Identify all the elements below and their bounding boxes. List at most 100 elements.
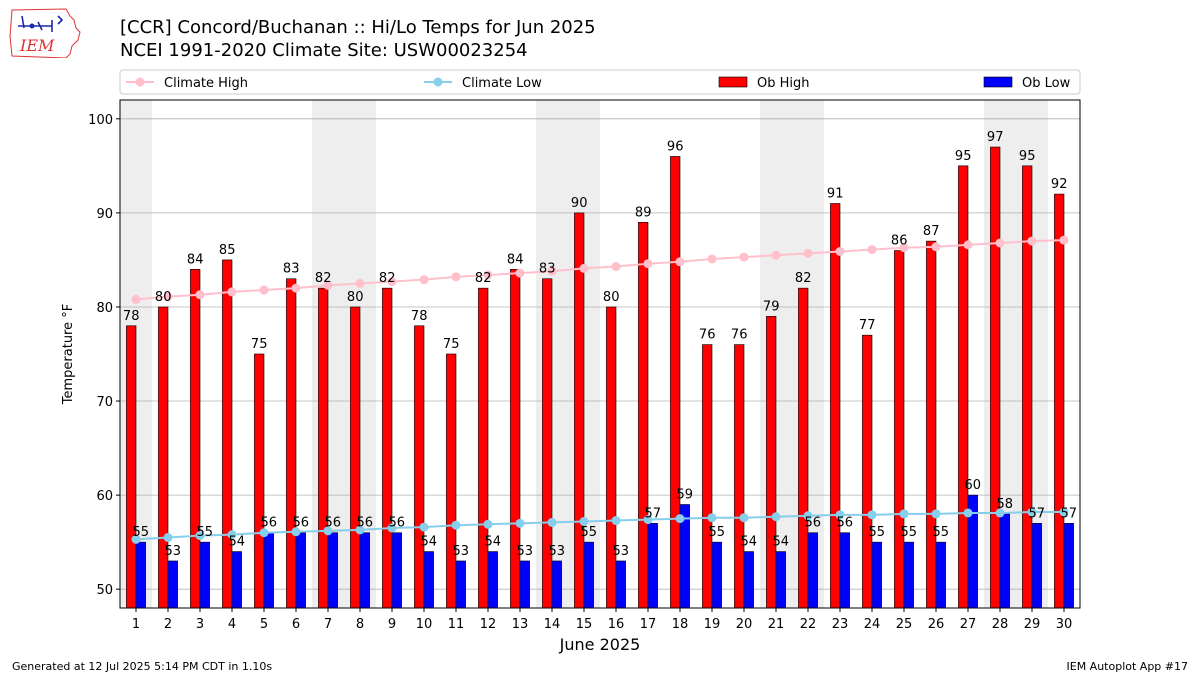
- ob-low-label: 56: [389, 516, 406, 531]
- climate-low-point: [995, 508, 1005, 518]
- y-tick-label: 50: [96, 583, 113, 598]
- x-tick-label: 16: [608, 617, 625, 632]
- x-tick-label: 21: [768, 617, 785, 632]
- ob-low-label: 56: [261, 516, 278, 531]
- ob-low-label: 53: [613, 544, 630, 559]
- ob-high-label: 84: [187, 252, 204, 267]
- x-tick-label: 9: [388, 617, 396, 632]
- x-tick-label: 8: [356, 617, 364, 632]
- ob-high-label: 95: [1019, 149, 1036, 164]
- y-tick-label: 60: [96, 489, 113, 504]
- ob-high-label: 84: [507, 252, 524, 267]
- ob-low-label: 53: [549, 544, 566, 559]
- ob-low-bar: [263, 532, 274, 609]
- climate-high-point: [803, 248, 813, 258]
- x-tick-label: 7: [324, 617, 332, 632]
- ob-high-label: 83: [539, 262, 556, 277]
- ob-high-label: 92: [1051, 177, 1068, 192]
- legend-ob-low-swatch: [983, 76, 1013, 88]
- ob-high-bar: [414, 325, 425, 609]
- climate-high-point: [451, 272, 461, 282]
- station-dot-icon: [29, 23, 35, 29]
- x-tick-label: 18: [672, 617, 689, 632]
- ob-low-label: 54: [773, 535, 790, 550]
- ob-high-label: 82: [475, 271, 492, 286]
- logo-text: IEM: [19, 36, 55, 55]
- ob-low-label: 53: [165, 544, 182, 559]
- climate-high-point: [771, 250, 781, 260]
- x-tick-label: 6: [292, 617, 300, 632]
- ob-low-label: 54: [421, 535, 438, 550]
- ob-low-bar: [615, 560, 626, 609]
- ob-high-label: 82: [795, 271, 812, 286]
- climate-low-point: [163, 532, 173, 542]
- ob-high-label: 75: [443, 337, 460, 352]
- climate-low-point: [931, 509, 941, 519]
- ob-high-label: 76: [699, 328, 716, 343]
- ob-low-bar: [359, 532, 370, 609]
- ob-high-bar: [894, 250, 905, 609]
- ob-low-bar: [199, 541, 210, 609]
- climate-high-point: [1059, 235, 1069, 245]
- x-tick-label: 17: [640, 617, 657, 632]
- x-tick-label: 11: [448, 617, 465, 632]
- ob-low-label: 54: [229, 535, 246, 550]
- ob-high-label: 82: [315, 271, 332, 286]
- legend-ob-high-label: Ob High: [757, 76, 810, 91]
- ob-high-bar: [286, 278, 297, 609]
- ob-high-bar: [478, 287, 489, 609]
- ob-low-label: 56: [837, 516, 854, 531]
- climate-low-point: [963, 508, 973, 518]
- chart-subtitle: NCEI 1991-2020 Climate Site: USW00023254: [120, 40, 528, 61]
- ob-high-label: 78: [411, 309, 428, 324]
- climate-high-point: [131, 294, 141, 304]
- climate-high-point: [227, 287, 237, 297]
- ob-high-bar: [702, 344, 713, 609]
- climate-high-point: [963, 240, 973, 250]
- ob-low-bar: [167, 560, 178, 609]
- climate-high-point: [707, 254, 717, 264]
- ob-low-label: 55: [133, 525, 150, 540]
- ob-low-bar: [295, 532, 306, 609]
- generated-text: Generated at 12 Jul 2025 5:14 PM CDT in …: [12, 660, 273, 673]
- ob-high-bar: [606, 306, 617, 609]
- climate-low-point: [899, 509, 909, 519]
- ob-high-bar: [254, 353, 265, 609]
- y-tick-label: 90: [96, 207, 113, 222]
- climate-high-point: [1027, 236, 1037, 246]
- ob-high-label: 80: [347, 290, 364, 305]
- ob-high-bar: [446, 353, 457, 609]
- iowa-outline-icon: [9, 8, 81, 58]
- x-tick-label: 2: [164, 617, 172, 632]
- climate-high-point: [643, 259, 653, 269]
- ob-high-label: 80: [603, 290, 620, 305]
- ob-low-label: 55: [197, 525, 214, 540]
- ob-low-bar: [391, 532, 402, 609]
- x-tick-label: 26: [928, 617, 945, 632]
- x-tick-label: 29: [1024, 617, 1041, 632]
- ob-high-bar: [990, 146, 1001, 609]
- ob-high-label: 89: [635, 205, 652, 220]
- climate-low-point: [835, 510, 845, 520]
- ob-low-label: 56: [325, 516, 342, 531]
- ob-low-label: 60: [965, 478, 982, 493]
- climate-low-point: [227, 530, 237, 540]
- ob-high-bar: [766, 316, 777, 609]
- climate-low-point: [643, 515, 653, 525]
- climate-low-point: [867, 510, 877, 520]
- y-tick-label: 100: [88, 113, 113, 128]
- x-tick-label: 10: [416, 617, 433, 632]
- climate-high-line: [135, 239, 1065, 301]
- climate-high-point: [419, 275, 429, 285]
- plot-frame: [119, 99, 1081, 609]
- climate-low-point: [483, 519, 493, 529]
- ob-high-bar: [126, 325, 137, 609]
- climate-high-point: [835, 246, 845, 256]
- climate-high-point: [547, 266, 557, 276]
- weather-station-icon: [18, 15, 64, 32]
- ob-low-label: 57: [1061, 506, 1078, 521]
- climate-low-point: [707, 513, 717, 523]
- ob-high-label: 87: [923, 224, 940, 239]
- climate-high-point: [387, 277, 397, 287]
